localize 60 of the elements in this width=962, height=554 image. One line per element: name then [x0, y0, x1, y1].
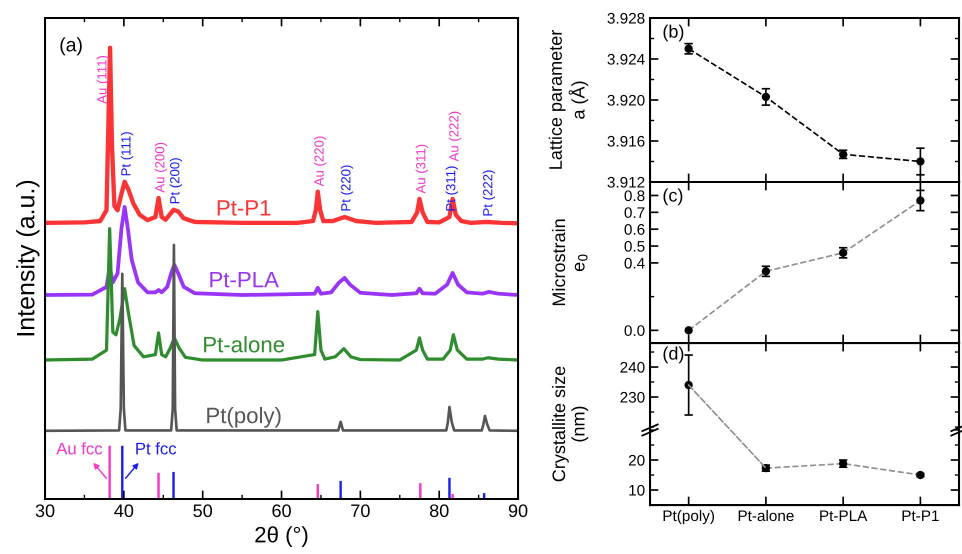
- point: [916, 196, 925, 205]
- x-tick-label: 60: [272, 504, 291, 518]
- bar: [419, 483, 422, 499]
- chart-title: (b): [664, 24, 684, 42]
- series-label: Pt-PLA: [210, 272, 279, 288]
- annotation: Au (111): [96, 56, 110, 104]
- bar: [482, 493, 486, 499]
- x-tick-label: Pt-PLA: [820, 510, 868, 522]
- series-label: Pt-alone: [204, 336, 284, 352]
- y-tick-label: 240: [620, 362, 645, 373]
- y-tick-label: 230: [620, 392, 645, 403]
- chart-title: (a): [60, 37, 82, 56]
- y-tick-label: 0.0: [624, 325, 645, 336]
- y-axis-title: Intensity (a.u.): [16, 180, 40, 336]
- annotation: Pt (200): [170, 158, 182, 204]
- y-tick-label: 3.924: [608, 54, 645, 65]
- y-tick-label: 0.8: [624, 190, 644, 202]
- annotation: Pt (311): [446, 166, 458, 210]
- point: [916, 470, 925, 480]
- y-axis-title: Microstrain e$_{0}$: [552, 220, 588, 306]
- x-tick-label: Pt(poly): [664, 510, 714, 524]
- bar: [316, 484, 319, 499]
- bar: [339, 480, 342, 499]
- y-tick-label: 20: [628, 454, 645, 466]
- chart-title: (d): [664, 346, 684, 364]
- series-label: Au fcc: [56, 442, 102, 454]
- annotation: Pt (111): [120, 132, 134, 176]
- point: [916, 157, 925, 166]
- y-axis-title: Crystallite size (nm): [552, 366, 588, 482]
- y-axis-title: Lattice parameter a (Å): [548, 30, 588, 169]
- series-label: Pt(poly): [207, 406, 281, 428]
- annotation: Au (200): [154, 142, 168, 193]
- x-tick-label: 90: [508, 504, 528, 518]
- y-tick-label: 0.6: [624, 224, 644, 235]
- series-label: Pt-P1: [218, 200, 270, 216]
- x-tick-label: Pt-P1: [902, 510, 939, 522]
- annotation: Pt (222): [482, 170, 496, 216]
- x-tick-label: 50: [193, 504, 212, 518]
- y-tick-label: 3.916: [608, 136, 644, 147]
- series-label: Pt fcc: [136, 442, 176, 454]
- y-tick-label: 0.4: [624, 258, 645, 269]
- x-tick-label: 40: [114, 504, 134, 518]
- x-tick-label: 80: [430, 504, 449, 518]
- y-tick-label: 0.5: [624, 240, 645, 252]
- y-tick-label: 3.920: [608, 94, 645, 106]
- point: [684, 326, 693, 335]
- annotation: Au (220): [314, 136, 326, 186]
- x-axis-title: 2θ (°): [255, 526, 308, 547]
- annotation: Au (311): [416, 144, 428, 194]
- y-tick-label: 3.928: [608, 12, 644, 24]
- x-tick-label: 30: [36, 504, 54, 518]
- annotation: Pt (220): [340, 165, 354, 210]
- y-tick-label: 0.7: [624, 207, 644, 218]
- x-tick-label: 70: [351, 504, 370, 518]
- y-tick-label: 3.912: [608, 176, 644, 188]
- x-tick-label: Pt-alone: [738, 510, 794, 522]
- point: [762, 92, 770, 102]
- y-tick-label: 10: [629, 484, 645, 496]
- chart-title: (c): [664, 188, 682, 206]
- annotation: Au (222): [448, 112, 462, 162]
